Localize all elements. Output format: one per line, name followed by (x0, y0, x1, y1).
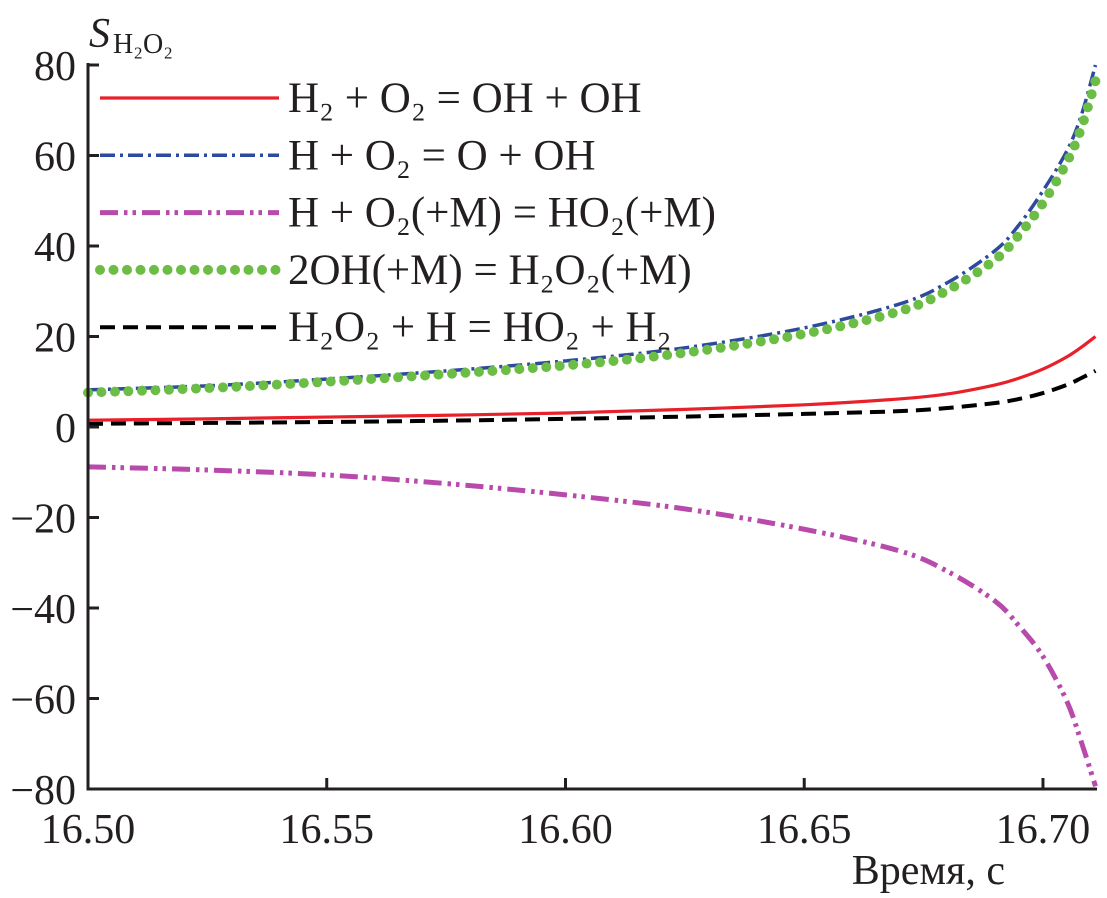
y-tick-label: 20 (34, 316, 76, 362)
legend-label: H₂ + O₂ = OH + OH (288, 75, 642, 122)
x-tick-label: 16.60 (518, 807, 613, 853)
legend-label: H + O₂ = O + OH (288, 132, 596, 179)
y-tick-label: −40 (10, 587, 76, 633)
series-line-1 (87, 335, 1097, 422)
y-axis-label: S H₂O₂ (89, 11, 173, 60)
y-tick-label: −60 (10, 678, 76, 724)
x-tick-label: 16.65 (757, 807, 852, 853)
legend-item: H + O₂(+M) = HO₂(+M) (100, 190, 716, 237)
legend-item: H₂O₂ + H = HO₂ + H₂ (100, 304, 672, 351)
y-axis-label-subscript: H₂O₂ (113, 29, 173, 60)
series-line-4 (83, 75, 1101, 398)
x-ticks: 16.50 16.55 16.60 16.65 16.70 (41, 778, 1090, 853)
y-ticks: 80 60 40 20 0 −20 −40 −60 −80 (10, 44, 99, 814)
x-axis-label: Время, с (852, 848, 1005, 894)
legend-label: H + O₂(+M) = HO₂(+M) (288, 190, 716, 237)
legend-item: H + O₂ = O + OH (100, 132, 596, 179)
series-line-5 (87, 369, 1097, 426)
x-tick-label: 16.50 (41, 807, 136, 853)
legend-label: 2OH(+M) = H₂O₂(+M) (288, 247, 692, 294)
x-tick-label: 16.55 (279, 807, 374, 853)
legend-item: H₂ + O₂ = OH + OH (100, 75, 642, 122)
y-tick-label: −80 (10, 768, 76, 814)
y-tick-label: 60 (34, 135, 76, 181)
legend-label: H₂O₂ + H = HO₂ + H₂ (288, 304, 672, 351)
y-tick-label: 0 (55, 406, 76, 452)
series-line-2 (87, 64, 1098, 392)
y-tick-label: −20 (10, 497, 76, 543)
y-tick-label: 40 (34, 225, 76, 271)
legend-item: 2OH(+M) = H₂O₂(+M) (95, 247, 692, 294)
y-tick-label: 80 (34, 44, 76, 90)
series-line-3 (87, 464, 1098, 788)
x-tick-label: 16.70 (996, 807, 1091, 853)
series-layer (83, 64, 1101, 788)
legend: H₂ + O₂ = OH + OH H + O₂ = O + OH H + O₂(+… (95, 75, 716, 351)
y-axis-label-symbol: S (89, 11, 110, 57)
